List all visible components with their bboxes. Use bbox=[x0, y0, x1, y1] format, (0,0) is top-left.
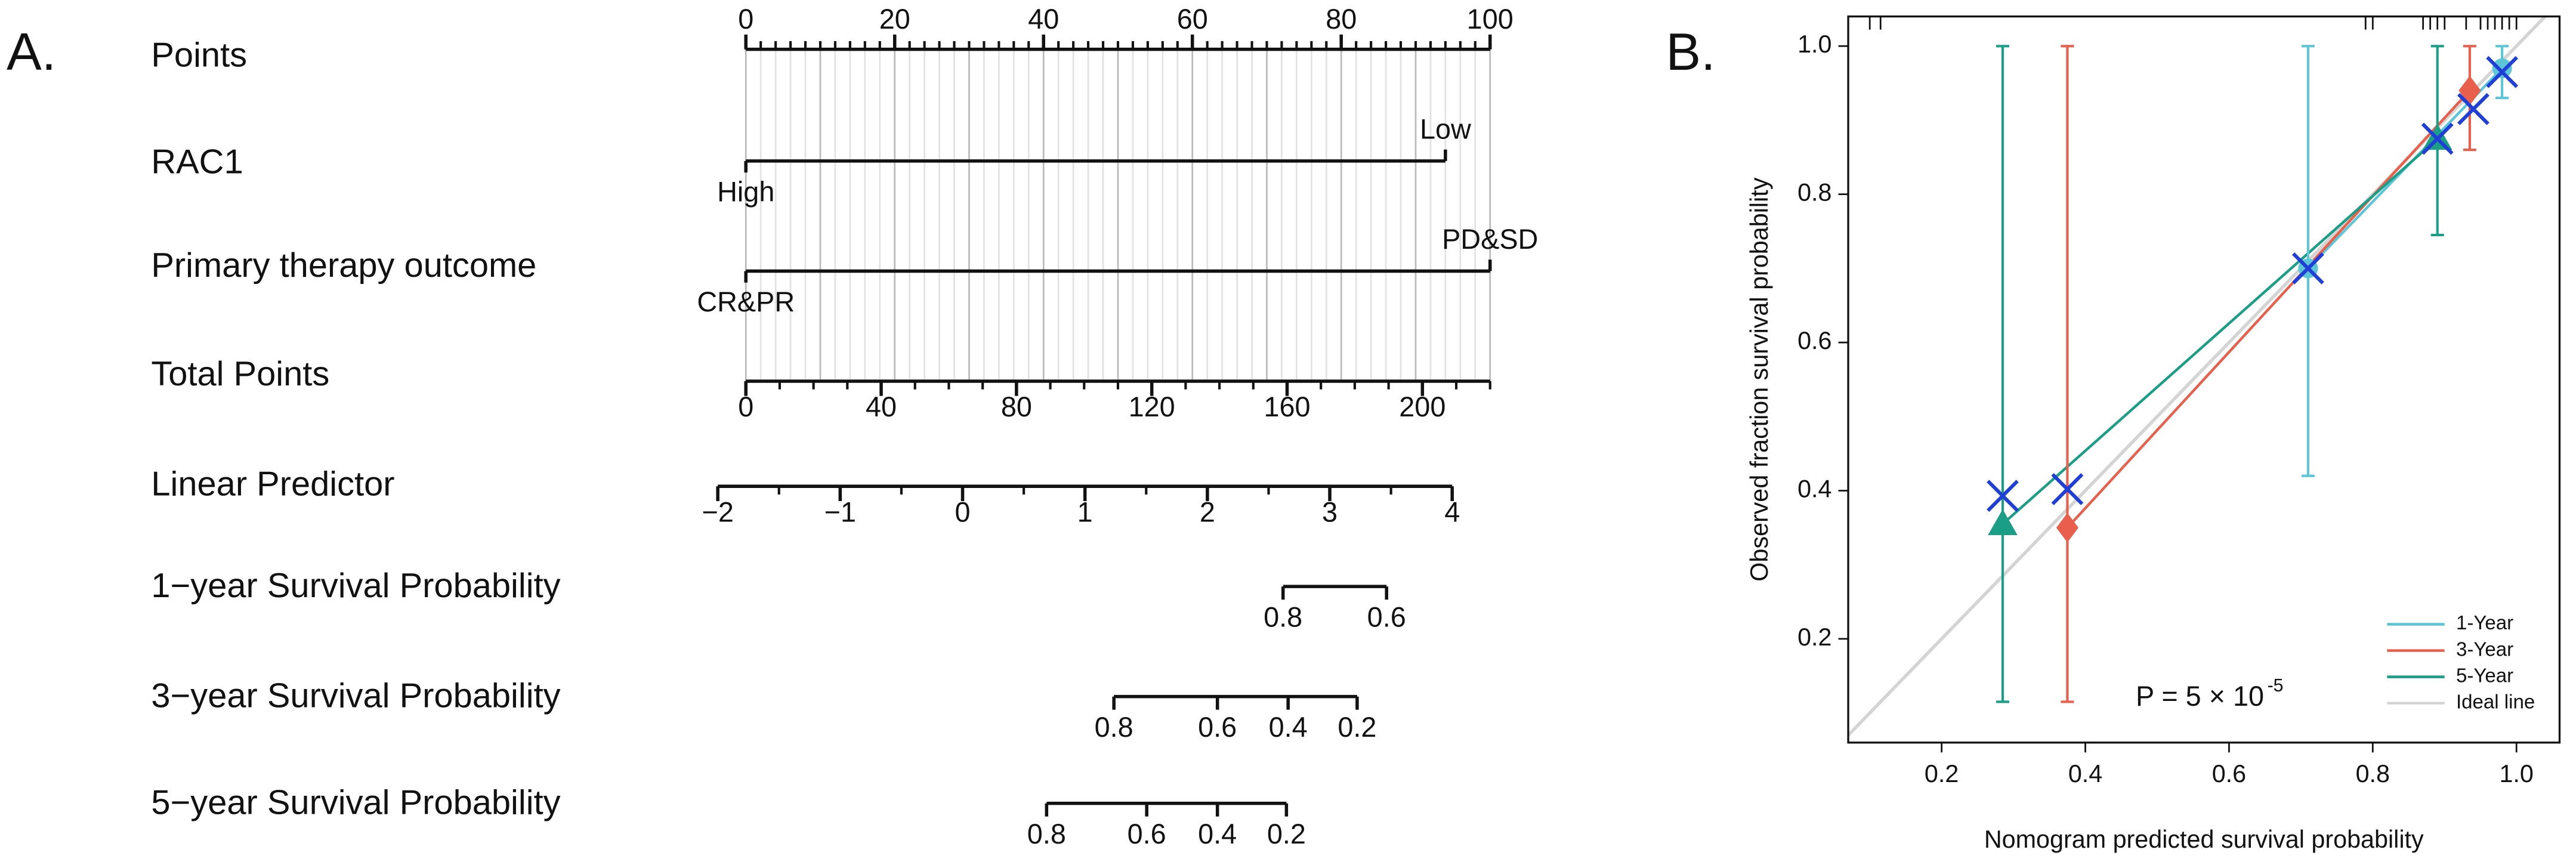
y-tick-label: 1.0 bbox=[1797, 30, 1831, 58]
row-label: Total Points bbox=[151, 355, 329, 393]
error-bar bbox=[1996, 45, 2010, 703]
row-label: Primary therapy outcome bbox=[151, 246, 536, 285]
x-marker bbox=[2421, 122, 2454, 155]
legend-label: 1-Year bbox=[2456, 612, 2513, 634]
ideal-line bbox=[1847, 15, 2547, 737]
tick-label: 0 bbox=[955, 496, 971, 527]
row-label: 1−year Survival Probability bbox=[151, 567, 560, 605]
tick-label: 0.2 bbox=[1338, 712, 1376, 743]
tick-label: 4 bbox=[1444, 496, 1460, 527]
y-tick-label: 0.2 bbox=[1797, 623, 1831, 651]
x-marker bbox=[2291, 252, 2324, 285]
tick-label: 160 bbox=[1264, 391, 1310, 422]
series-line bbox=[2066, 89, 2471, 529]
tick-label: 0.8 bbox=[1095, 712, 1133, 743]
level-label: CR&PR bbox=[697, 286, 795, 317]
tick-label: −1 bbox=[824, 496, 856, 527]
legend-label: 3-Year bbox=[2456, 638, 2513, 660]
level-label: PD&SD bbox=[1442, 224, 1538, 255]
tick-label: 0.8 bbox=[1264, 602, 1302, 633]
row-label: 5−year Survival Probability bbox=[151, 784, 560, 822]
x-tick-label: 0.2 bbox=[1925, 760, 1959, 787]
panel-label: A. bbox=[7, 22, 56, 81]
annotation-superscript: -5 bbox=[2268, 676, 2284, 696]
x-marker bbox=[2486, 55, 2519, 88]
tick-label: 0.6 bbox=[1198, 712, 1237, 743]
y-axis-title: Observed fraction survival probability bbox=[1746, 177, 1773, 581]
point bbox=[1988, 509, 2018, 535]
series-line bbox=[2002, 137, 2439, 526]
x-tick-label: 0.8 bbox=[2356, 760, 2390, 787]
tick-label: 2 bbox=[1200, 496, 1215, 527]
y-tick-label: 0.8 bbox=[1797, 179, 1831, 206]
x-marker bbox=[2051, 473, 2084, 505]
tick-label: 80 bbox=[1001, 391, 1032, 422]
tick-label: 60 bbox=[1177, 4, 1208, 35]
tick-label: 0.4 bbox=[1198, 818, 1237, 849]
x-axis-title: Nomogram predicted survival probability bbox=[1984, 826, 2424, 853]
tick-label: 20 bbox=[879, 4, 910, 35]
tick-label: 0 bbox=[738, 4, 753, 35]
x-tick-label: 1.0 bbox=[2499, 760, 2533, 787]
tick-label: 0.8 bbox=[1027, 818, 1066, 849]
tick-label: 40 bbox=[866, 391, 897, 422]
point bbox=[2492, 58, 2512, 79]
tick-label: 100 bbox=[1467, 4, 1514, 35]
level-label: Low bbox=[1420, 114, 1471, 145]
annotation: P = 5 × 10 bbox=[2136, 681, 2264, 712]
y-tick-label: 0.4 bbox=[1797, 475, 1831, 502]
point bbox=[2056, 512, 2079, 543]
tick-label: 200 bbox=[1399, 391, 1445, 422]
x-tick-label: 0.6 bbox=[2212, 760, 2246, 787]
point bbox=[2458, 76, 2481, 106]
tick-label: 0.6 bbox=[1367, 602, 1406, 633]
panel-label: B. bbox=[1666, 22, 1715, 81]
tick-label: 0 bbox=[738, 391, 753, 422]
tick-label: −2 bbox=[702, 496, 733, 527]
tick-label: 1 bbox=[1077, 496, 1093, 527]
row-label: 3−year Survival Probability bbox=[151, 677, 560, 715]
tick-label: 120 bbox=[1129, 391, 1175, 422]
x-tick-label: 0.4 bbox=[2068, 760, 2102, 787]
row-label: Points bbox=[151, 36, 247, 75]
plot-frame bbox=[1847, 15, 2561, 744]
y-tick-label: 0.6 bbox=[1797, 327, 1831, 354]
error-bar bbox=[2061, 45, 2074, 703]
legend-label: Ideal line bbox=[2456, 691, 2535, 713]
row-label: Linear Predictor bbox=[151, 465, 394, 503]
level-label: High bbox=[717, 176, 774, 207]
tick-label: 0.4 bbox=[1269, 712, 1308, 743]
tick-label: 3 bbox=[1322, 496, 1338, 527]
row-label: RAC1 bbox=[151, 143, 243, 181]
tick-label: 0.2 bbox=[1267, 818, 1306, 849]
tick-label: 0.6 bbox=[1128, 818, 1166, 849]
tick-label: 80 bbox=[1326, 4, 1357, 35]
x-marker bbox=[1987, 480, 2019, 512]
legend-label: 5-Year bbox=[2456, 665, 2513, 687]
x-marker bbox=[2457, 92, 2489, 125]
tick-label: 40 bbox=[1028, 4, 1059, 35]
